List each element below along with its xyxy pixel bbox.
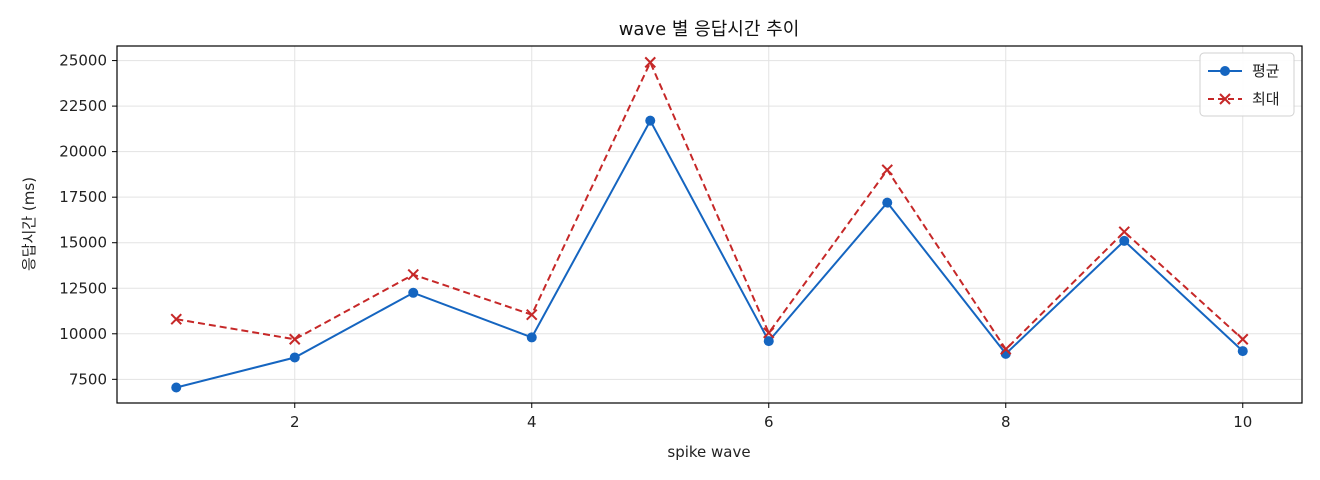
y-tick-label: 20000 <box>59 143 107 161</box>
data-point-0-8 <box>1119 235 1130 246</box>
data-point-0-1 <box>289 352 300 363</box>
y-tick-label: 10000 <box>59 325 107 343</box>
x-tick-label: 4 <box>527 413 537 431</box>
x-tick-label: 6 <box>764 413 774 431</box>
marker-stroke <box>407 268 419 281</box>
marker-stroke <box>1118 226 1130 238</box>
data-point-0-5 <box>763 336 774 347</box>
legend-label: 최대 <box>1252 90 1280 108</box>
x-axis-label: spike wave <box>667 443 750 461</box>
legend-swatch-marker <box>1219 93 1231 105</box>
data-point-0-0 <box>171 382 182 393</box>
x-tick-label: 8 <box>1001 413 1011 431</box>
data-point-1-1 <box>289 333 301 345</box>
data-point-1-2 <box>407 268 419 281</box>
marker-stroke <box>644 56 656 69</box>
data-point-0-2 <box>408 287 419 298</box>
y-tick-label: 12500 <box>59 279 107 297</box>
data-point-0-9 <box>1237 346 1248 357</box>
marker-stroke <box>881 164 893 176</box>
marker-stroke <box>1237 333 1249 345</box>
y-tick-label: 7500 <box>69 370 107 388</box>
legend-box <box>1199 52 1295 117</box>
data-point-1-7 <box>1000 343 1012 355</box>
chart-title: wave 별 응답시간 추이 <box>619 19 800 40</box>
x-tick-label: 2 <box>290 413 300 431</box>
data-point-0-3 <box>526 332 537 343</box>
marker-stroke <box>289 333 301 345</box>
series-line-1 <box>176 59 1244 351</box>
series-line-0 <box>176 118 1244 389</box>
data-point-1-5 <box>763 327 775 339</box>
legend-label: 평균 <box>1252 62 1280 80</box>
axis-ticks: 2 4 6 8 10 7500 10000 12500 15000 17500 20000 22500… <box>59 52 1252 431</box>
y-tick-label: 25000 <box>59 52 107 70</box>
data-point-0-6 <box>882 197 893 208</box>
marker-stroke <box>763 327 775 339</box>
legend-entry-0: 평균 <box>1208 62 1280 80</box>
legend-entry-1: 최대 <box>1208 90 1280 108</box>
y-tick-label: 15000 <box>59 234 107 252</box>
data-point-1-0 <box>170 313 182 325</box>
data-point-1-9 <box>1237 333 1249 345</box>
data-point-1-6 <box>881 164 893 176</box>
series-layer <box>170 56 1249 393</box>
marker-stroke <box>1000 343 1012 355</box>
data-point-1-3 <box>526 308 538 321</box>
x-tick-label: 10 <box>1233 413 1252 431</box>
marker-stroke <box>170 313 182 325</box>
data-point-1-8 <box>1118 226 1130 238</box>
y-tick-label: 17500 <box>59 188 107 206</box>
plot-area-frame <box>116 45 1303 404</box>
data-point-0-4 <box>645 115 656 126</box>
marker-stroke <box>526 308 538 321</box>
data-point-1-4 <box>644 56 656 69</box>
y-tick-label: 22500 <box>59 97 107 115</box>
y-axis-label: 응답시간 (ms) <box>20 177 38 271</box>
grid <box>117 46 1302 403</box>
legend-swatch-marker <box>1220 66 1230 76</box>
